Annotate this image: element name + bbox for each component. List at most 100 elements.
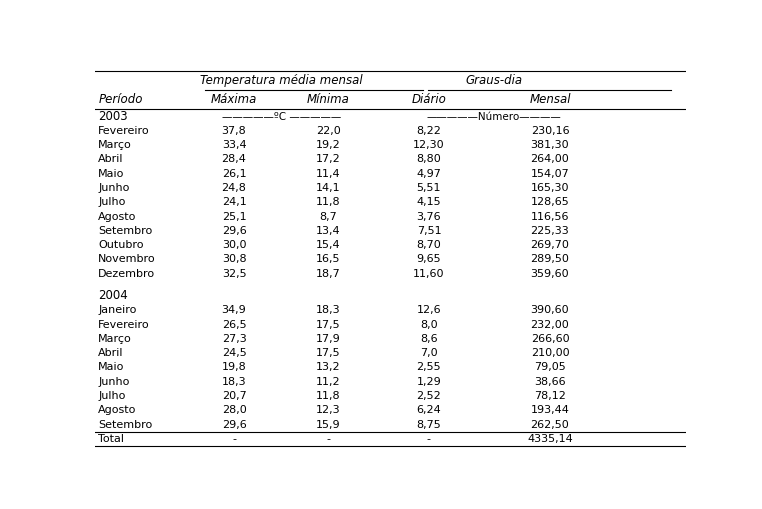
Text: 28,0: 28,0	[222, 405, 246, 415]
Text: 11,8: 11,8	[316, 197, 341, 207]
Text: 16,5: 16,5	[316, 254, 341, 265]
Text: -: -	[327, 434, 331, 444]
Text: Junho: Junho	[98, 377, 130, 387]
Text: —————ºC —————: —————ºC —————	[222, 111, 341, 122]
Text: Graus-dia: Graus-dia	[466, 74, 523, 87]
Text: Abril: Abril	[98, 154, 123, 164]
Text: 28,4: 28,4	[222, 154, 246, 164]
Text: 20,7: 20,7	[222, 391, 246, 401]
Text: Setembro: Setembro	[98, 226, 152, 236]
Text: 15,4: 15,4	[316, 240, 341, 250]
Text: 24,1: 24,1	[222, 197, 246, 207]
Text: 4,97: 4,97	[417, 169, 441, 179]
Text: Junho: Junho	[98, 183, 130, 193]
Text: Março: Março	[98, 140, 132, 150]
Text: -: -	[427, 434, 431, 444]
Text: Outubro: Outubro	[98, 240, 144, 250]
Text: 2,52: 2,52	[417, 391, 441, 401]
Text: 4,15: 4,15	[417, 197, 441, 207]
Text: 18,3: 18,3	[316, 305, 341, 315]
Text: 2,55: 2,55	[417, 362, 441, 373]
Text: 37,8: 37,8	[222, 126, 246, 136]
Text: 34,9: 34,9	[222, 305, 246, 315]
Text: Máxima: Máxima	[211, 93, 258, 106]
Text: 210,00: 210,00	[530, 348, 569, 358]
Text: Total: Total	[98, 434, 124, 444]
Text: Período: Período	[98, 93, 142, 106]
Text: 79,05: 79,05	[534, 362, 566, 373]
Text: 8,7: 8,7	[319, 212, 338, 221]
Text: 11,4: 11,4	[316, 169, 341, 179]
Text: 26,1: 26,1	[222, 169, 246, 179]
Text: 13,4: 13,4	[316, 226, 341, 236]
Text: 2004: 2004	[98, 290, 128, 302]
Text: Novembro: Novembro	[98, 254, 155, 265]
Text: 262,50: 262,50	[530, 419, 569, 430]
Text: 19,8: 19,8	[222, 362, 246, 373]
Text: 9,65: 9,65	[417, 254, 441, 265]
Text: Agosto: Agosto	[98, 212, 136, 221]
Text: 15,9: 15,9	[316, 419, 341, 430]
Text: 128,65: 128,65	[530, 197, 569, 207]
Text: 165,30: 165,30	[530, 183, 569, 193]
Text: Diário: Diário	[411, 93, 447, 106]
Text: Março: Março	[98, 334, 132, 344]
Text: 116,56: 116,56	[530, 212, 569, 221]
Text: 17,9: 17,9	[316, 334, 341, 344]
Text: Fevereiro: Fevereiro	[98, 320, 150, 329]
Text: 29,6: 29,6	[222, 419, 246, 430]
Text: 24,8: 24,8	[222, 183, 246, 193]
Text: 18,7: 18,7	[316, 269, 341, 279]
Text: Maio: Maio	[98, 362, 124, 373]
Text: Julho: Julho	[98, 197, 126, 207]
Text: 7,51: 7,51	[417, 226, 441, 236]
Text: 12,3: 12,3	[316, 405, 341, 415]
Text: —————Número————: —————Número————	[427, 111, 562, 122]
Text: 22,0: 22,0	[316, 126, 341, 136]
Text: Temperatura média mensal: Temperatura média mensal	[200, 74, 363, 87]
Text: 26,5: 26,5	[222, 320, 246, 329]
Text: Abril: Abril	[98, 348, 123, 358]
Text: 1,29: 1,29	[417, 377, 441, 387]
Text: 266,60: 266,60	[530, 334, 569, 344]
Text: 30,0: 30,0	[222, 240, 246, 250]
Text: Julho: Julho	[98, 391, 126, 401]
Text: 7,0: 7,0	[420, 348, 437, 358]
Text: 269,70: 269,70	[530, 240, 569, 250]
Text: 225,33: 225,33	[530, 226, 569, 236]
Text: 381,30: 381,30	[530, 140, 569, 150]
Text: 19,2: 19,2	[316, 140, 341, 150]
Text: 154,07: 154,07	[530, 169, 569, 179]
Text: 14,1: 14,1	[316, 183, 341, 193]
Text: Agosto: Agosto	[98, 405, 136, 415]
Text: Mensal: Mensal	[530, 93, 571, 106]
Text: 8,6: 8,6	[420, 334, 437, 344]
Text: 2003: 2003	[98, 110, 128, 123]
Text: 32,5: 32,5	[222, 269, 246, 279]
Text: 8,22: 8,22	[417, 126, 441, 136]
Text: 17,5: 17,5	[316, 348, 341, 358]
Text: 6,24: 6,24	[417, 405, 441, 415]
Text: 289,50: 289,50	[530, 254, 569, 265]
Text: 11,2: 11,2	[316, 377, 341, 387]
Text: 30,8: 30,8	[222, 254, 246, 265]
Text: Dezembro: Dezembro	[98, 269, 155, 279]
Text: Maio: Maio	[98, 169, 124, 179]
Text: 27,3: 27,3	[222, 334, 246, 344]
Text: 8,80: 8,80	[417, 154, 441, 164]
Text: 5,51: 5,51	[417, 183, 441, 193]
Text: 13,2: 13,2	[316, 362, 341, 373]
Text: 8,0: 8,0	[420, 320, 437, 329]
Text: 11,60: 11,60	[413, 269, 445, 279]
Text: 12,6: 12,6	[417, 305, 441, 315]
Text: 232,00: 232,00	[530, 320, 569, 329]
Text: 4335,14: 4335,14	[527, 434, 573, 444]
Text: 3,76: 3,76	[417, 212, 441, 221]
Text: 18,3: 18,3	[222, 377, 246, 387]
Text: 25,1: 25,1	[222, 212, 246, 221]
Text: Fevereiro: Fevereiro	[98, 126, 150, 136]
Text: 264,00: 264,00	[530, 154, 569, 164]
Text: 17,5: 17,5	[316, 320, 341, 329]
Text: Setembro: Setembro	[98, 419, 152, 430]
Text: Mínima: Mínima	[307, 93, 350, 106]
